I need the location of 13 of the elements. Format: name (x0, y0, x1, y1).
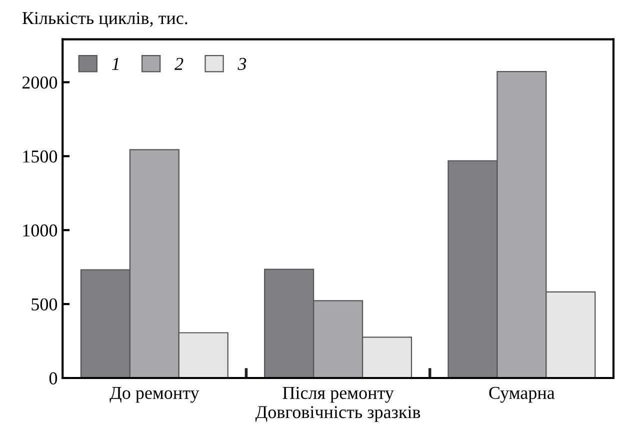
x-tick-label: Після ремонту (282, 386, 394, 403)
y-tick-label: 2000 (22, 76, 58, 89)
x-tick-label: Сумарна (489, 386, 555, 403)
y-tick-label: 0 (49, 372, 58, 384)
legend-label: 3 (238, 58, 246, 70)
y-tick-label: 500 (32, 298, 58, 310)
x-tick-label: До ремонту (110, 386, 200, 403)
x-axis-title: Довговічність зразків (255, 406, 420, 422)
y-tick-label: 1000 (23, 224, 58, 237)
y-axis-title: Кількість циклів, тис. (22, 12, 188, 28)
legend-label: 2 (174, 58, 184, 70)
y-tick-label: 1500 (23, 150, 58, 163)
legend-label: 1 (112, 58, 118, 70)
